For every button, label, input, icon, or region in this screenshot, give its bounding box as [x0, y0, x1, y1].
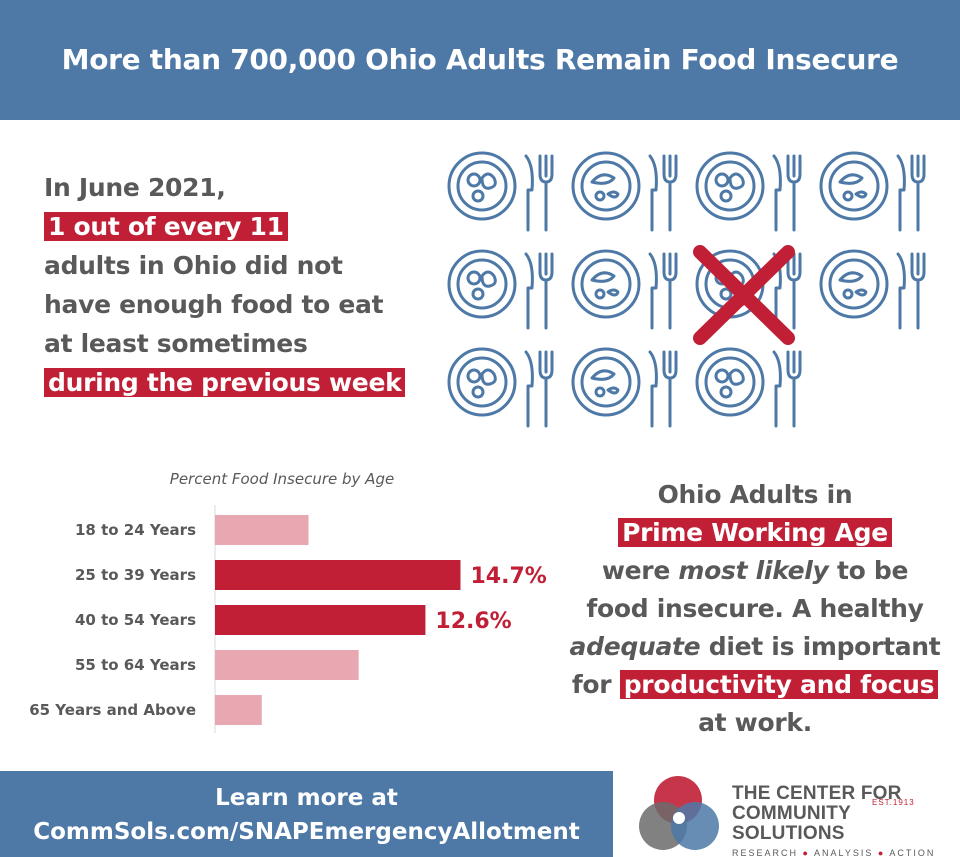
- plate-icons-grid: [447, 151, 926, 428]
- bar: [215, 560, 461, 590]
- logo-center-dot: [673, 812, 685, 824]
- plate-icon: [447, 151, 554, 232]
- blurb-line-5: for productivity and focus: [560, 666, 950, 704]
- footer-banner: Learn more at CommSols.com/SNAPEmergency…: [0, 771, 613, 857]
- footer-line-1: Learn more at: [215, 785, 398, 811]
- plate-icon: [695, 347, 802, 428]
- footer-link[interactable]: CommSols.com/SNAPEmergencyAllotment: [33, 819, 580, 845]
- org-name-line-2: COMMUNITY SOLUTIONS: [732, 803, 851, 844]
- blurb-line-3: food insecure. A healthy: [586, 594, 924, 623]
- bar: [215, 515, 309, 545]
- plate-icon: [571, 151, 678, 232]
- blurb-highlight-age: Prime Working Age: [618, 518, 892, 547]
- stat-line-1: In June 2021,: [44, 173, 226, 202]
- blurb-line-1: Ohio Adults in: [657, 480, 853, 509]
- age-bar-chart: Percent Food Insecure by Age 18 to 24 Yea…: [29, 470, 547, 733]
- plate-icon: [447, 249, 554, 330]
- stat-line-2: adults in Ohio did not: [44, 251, 343, 280]
- blurb-line-6: at work.: [698, 708, 812, 737]
- category-label: 18 to 24 Years: [75, 521, 196, 539]
- header-banner: More than 700,000 Ohio Adults Remain Foo…: [0, 0, 960, 120]
- category-label: 55 to 64 Years: [75, 656, 196, 674]
- bar: [215, 695, 262, 725]
- data-label: 14.7%: [470, 564, 546, 589]
- plate-icon: [447, 347, 554, 428]
- org-logo-icon: [639, 776, 719, 850]
- chart-title: Percent Food Insecure by Age: [170, 470, 394, 488]
- stat-line-4: at least sometimes: [44, 329, 308, 358]
- bar: [215, 605, 426, 635]
- plate-icon: [695, 151, 802, 232]
- org-name-line-1: THE CENTER FOR: [732, 783, 902, 804]
- plate-icon: [819, 151, 926, 232]
- page-title: More than 700,000 Ohio Adults Remain Foo…: [61, 43, 899, 76]
- category-label: 25 to 39 Years: [75, 566, 196, 584]
- cross-mark-icon: [693, 245, 795, 345]
- org-name: THE CENTER FOR EST.1913 COMMUNITY SOLUTI…: [732, 784, 952, 857]
- category-label: 40 to 54 Years: [75, 611, 196, 629]
- bar: [215, 650, 359, 680]
- category-label: 65 Years and Above: [29, 701, 196, 719]
- blurb-highlight-focus: productivity and focus: [619, 670, 939, 699]
- plate-icon: [571, 249, 678, 330]
- org-tagline: RESEARCH ● ANALYSIS ● ACTION: [732, 848, 936, 857]
- stat-highlight-week: during the previous week: [44, 368, 406, 397]
- stat-line-3: have enough food to eat: [44, 290, 384, 319]
- stat-callout: In June 2021, 1 out of every 11 adults i…: [44, 168, 444, 402]
- plate-icon: [819, 249, 926, 330]
- plate-icon: [571, 347, 678, 428]
- stat-highlight-ratio: 1 out of every 11: [44, 212, 288, 241]
- logo-circle-blue: [671, 802, 719, 850]
- blurb-line-2: were most likely to be: [601, 556, 909, 585]
- blurb-line-4: adequate diet is important: [569, 632, 941, 661]
- working-age-callout: Ohio Adults in Prime Working Age were mo…: [560, 476, 950, 742]
- data-label: 12.6%: [435, 609, 511, 634]
- org-est: EST.1913: [872, 798, 915, 807]
